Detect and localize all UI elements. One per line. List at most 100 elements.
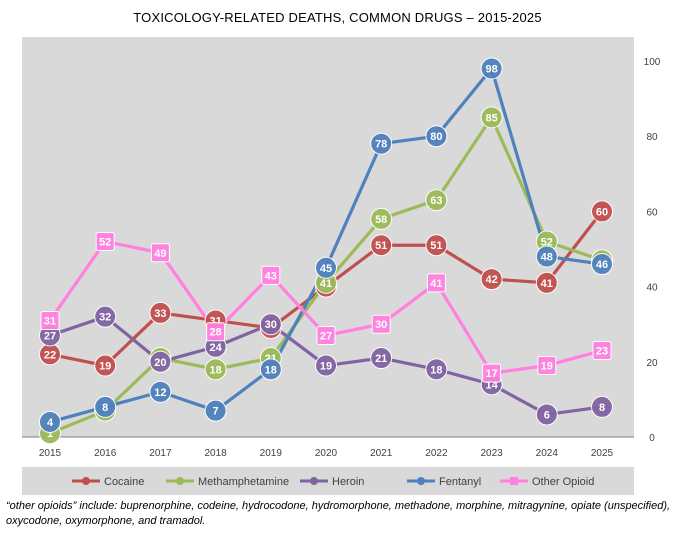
methamphetamine-point — [204, 358, 227, 381]
fentanyl-point — [315, 256, 337, 279]
x-tick-label: 2016 — [94, 448, 117, 459]
cocaine-point — [480, 268, 503, 291]
other-opioid-point — [537, 356, 557, 376]
series-markers: 2219333129405151424160172118214158638552… — [39, 57, 613, 445]
x-tick-label: 2025 — [591, 448, 614, 459]
other-opioid-point — [206, 322, 226, 342]
x-tick-label: 2023 — [480, 448, 503, 459]
other-opioid-point — [261, 265, 281, 285]
heroin-point — [425, 358, 448, 381]
fentanyl-point — [370, 132, 393, 155]
cocaine-point — [149, 301, 172, 324]
x-tick-label: 2022 — [425, 448, 448, 459]
legend-item-heroin: Heroin — [300, 476, 364, 488]
other-opioid-point — [482, 363, 502, 383]
heroin-data-label: 24 — [209, 342, 222, 354]
other-opioid-point — [95, 231, 115, 251]
y-tick-label: 80 — [646, 132, 658, 143]
cocaine-data-label: 51 — [375, 240, 387, 252]
legend: Cocaine Methamphetamine Heroin Fentanyl Othe… — [72, 476, 594, 488]
cocaine-data-label: 41 — [541, 278, 553, 290]
fentanyl-point — [425, 125, 448, 148]
y-tick-label: 100 — [644, 57, 661, 68]
x-tick-label: 2017 — [149, 448, 172, 459]
methamphetamine-point — [425, 189, 448, 212]
legend-label: Heroin — [332, 476, 364, 488]
heroin-data-label: 20 — [154, 357, 166, 369]
heroin-point — [94, 305, 117, 328]
x-tick-label: 2015 — [39, 448, 62, 459]
legend-swatch-marker — [417, 477, 425, 485]
legend-swatch-marker — [310, 477, 318, 485]
fentanyl-data-label: 4 — [47, 417, 54, 429]
other-opioid-data-label: 27 — [320, 330, 332, 342]
cocaine-point — [591, 200, 613, 223]
legend-label: Other Opioid — [532, 476, 594, 488]
chart-title: TOXICOLOGY-RELATED DEATHS, COMMON DRUGS … — [133, 10, 542, 25]
y-tick-label: 40 — [646, 283, 658, 294]
other-opioid-data-label: 49 — [154, 248, 166, 260]
y-tick-label: 0 — [649, 433, 655, 444]
legend-swatch-marker — [82, 477, 90, 485]
methamphetamine-data-label: 52 — [541, 236, 553, 248]
other-opioid-data-label: 19 — [541, 361, 553, 373]
other-opioid-data-label: 28 — [209, 327, 221, 339]
other-opioid-data-label: 52 — [99, 236, 111, 248]
other-opioid-point — [426, 273, 446, 293]
methamphetamine-point — [370, 207, 393, 230]
other-opioid-point — [316, 325, 336, 345]
other-opioid-data-label: 43 — [265, 270, 277, 282]
legend-item-fentanyl: Fentanyl — [407, 476, 481, 488]
heroin-data-label: 19 — [320, 361, 332, 373]
legend-label: Methamphetamine — [198, 476, 289, 488]
other-opioid-point — [150, 243, 170, 263]
methamphetamine-data-label: 85 — [485, 112, 497, 124]
heroin-data-label: 18 — [430, 364, 442, 376]
fentanyl-point — [39, 410, 61, 433]
fentanyl-point — [259, 358, 282, 381]
heroin-data-label: 6 — [544, 409, 550, 421]
methamphetamine-data-label: 63 — [430, 195, 442, 207]
cocaine-data-label: 33 — [154, 308, 166, 320]
cocaine-point — [535, 271, 558, 294]
fentanyl-data-label: 46 — [596, 259, 608, 271]
cocaine-data-label: 60 — [596, 206, 608, 218]
methamphetamine-data-label: 18 — [209, 364, 221, 376]
methamphetamine-data-label: 1 — [47, 428, 53, 440]
fentanyl-data-label: 12 — [154, 387, 166, 399]
heroin-point — [315, 354, 337, 377]
fentanyl-data-label: 7 — [213, 406, 219, 418]
methamphetamine-data-label: 58 — [375, 214, 387, 226]
cocaine-data-label: 22 — [44, 349, 56, 361]
other-opioid-data-label: 17 — [485, 368, 497, 380]
fentanyl-data-label: 48 — [541, 252, 553, 264]
heroin-point — [149, 350, 172, 373]
legend-swatch-marker — [510, 477, 518, 485]
legend-item-other-opioid: Other Opioid — [500, 476, 594, 488]
x-tick-label: 2020 — [315, 448, 338, 459]
cocaine-data-label: 42 — [485, 274, 497, 286]
x-tick-label: 2021 — [370, 448, 393, 459]
cocaine-data-label: 19 — [99, 361, 111, 373]
y-tick-label: 60 — [646, 207, 658, 218]
heroin-point — [535, 403, 558, 426]
y-axis-ticks: 0 20 40 60 80 100 — [644, 57, 661, 444]
other-opioid-data-label: 41 — [430, 278, 442, 290]
fentanyl-point — [480, 57, 503, 80]
cocaine-data-label: 51 — [430, 240, 442, 252]
y-tick-label: 20 — [646, 358, 658, 369]
legend-item-methamphetamine: Methamphetamine — [166, 476, 289, 488]
other-opioid-data-label: 30 — [375, 319, 387, 331]
other-opioid-data-label: 31 — [44, 315, 56, 327]
heroin-point — [370, 347, 393, 370]
fentanyl-point — [535, 245, 558, 268]
footnote: “other opioids” include: buprenorphine, … — [6, 500, 671, 527]
heroin-data-label: 30 — [265, 319, 277, 331]
cocaine-point — [370, 234, 393, 257]
legend-label: Fentanyl — [439, 476, 481, 488]
fentanyl-point — [149, 380, 172, 403]
heroin-point — [259, 313, 282, 336]
x-axis-ticks: 2015 2016 2017 2018 2019 2020 2021 2022 2023 2024… — [39, 448, 614, 459]
fentanyl-point — [204, 399, 227, 422]
